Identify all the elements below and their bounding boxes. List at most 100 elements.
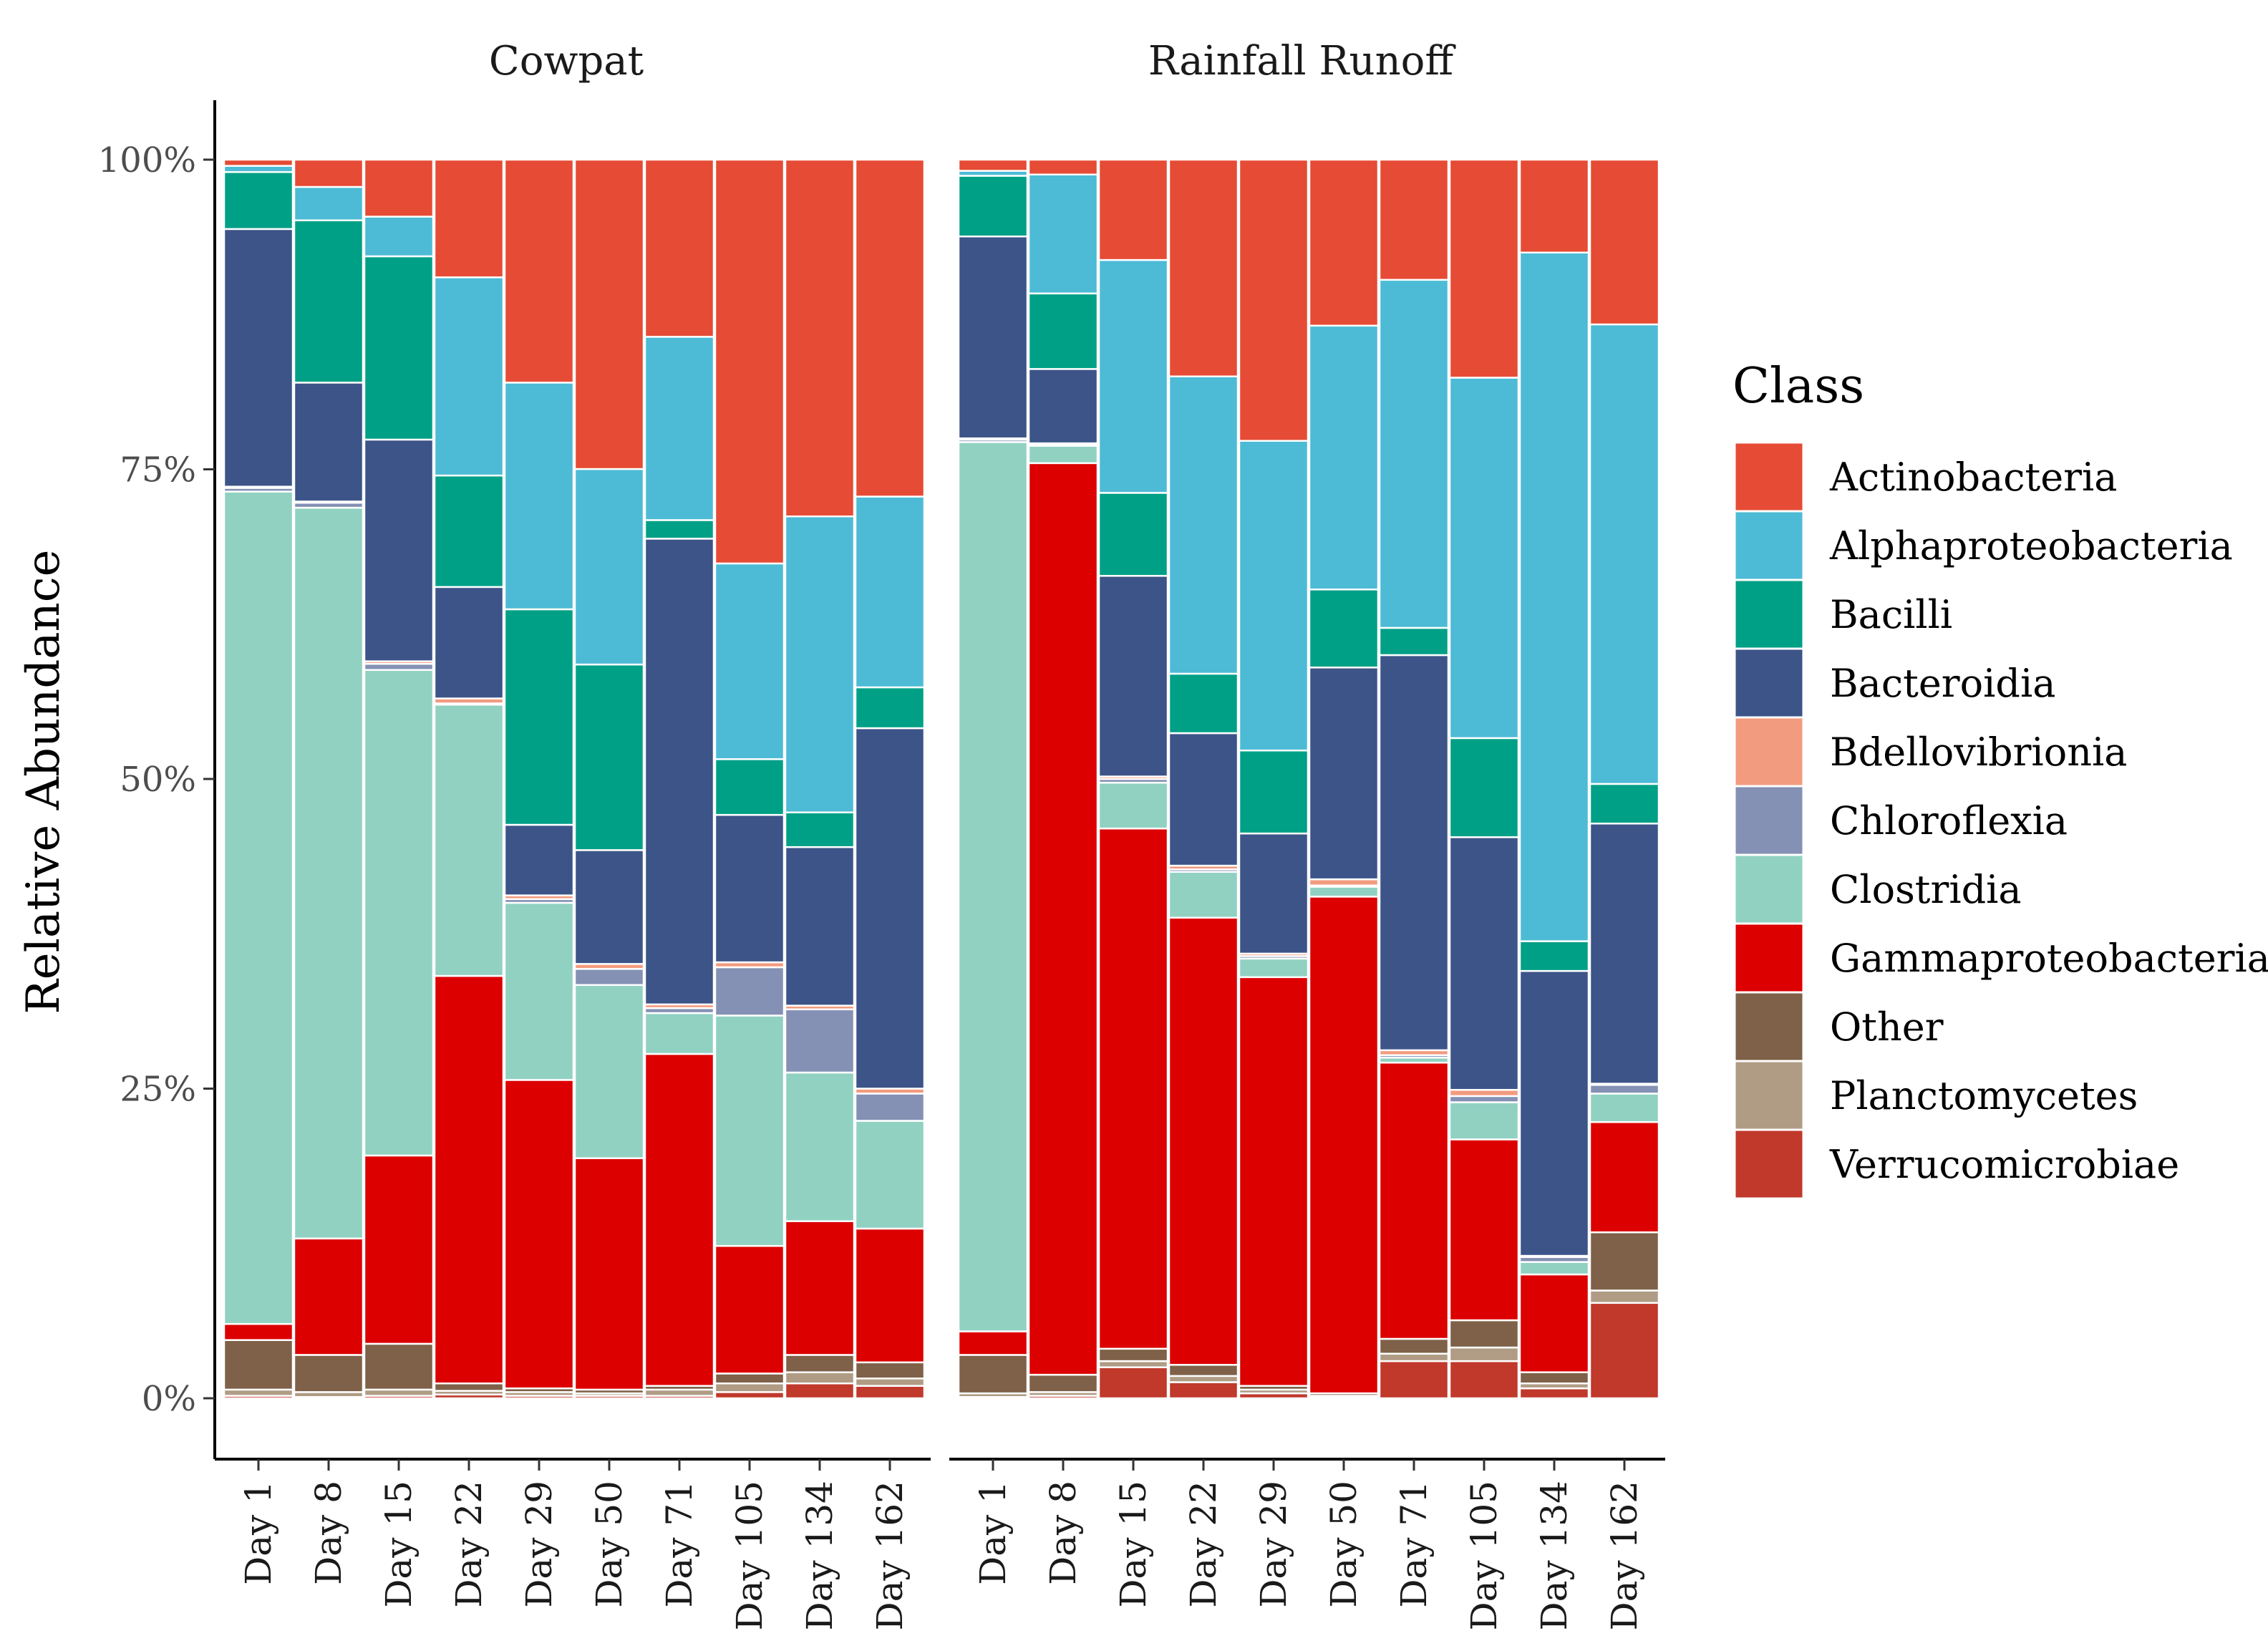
bar-segment-clostridia <box>293 506 364 1240</box>
bar-segment-bacilli <box>573 663 645 851</box>
bar-segment-bacilli <box>957 175 1029 238</box>
bar-segment-other <box>293 1354 364 1393</box>
bar-segment-actinobacteria <box>1308 158 1380 327</box>
bar-segment-bacilli <box>1097 492 1169 577</box>
bar-segment-planctomycetes <box>784 1371 856 1385</box>
bar-segment-bacteroidia <box>1518 969 1590 1257</box>
bar-segment-bacilli <box>1378 626 1450 657</box>
bar-segment-alphaproteobacteria <box>363 216 435 258</box>
bar-segment-clostridia <box>363 669 435 1157</box>
bar-segment-alphaproteobacteria <box>1027 173 1099 295</box>
x-tick-label: Day 15 <box>1113 1481 1154 1608</box>
bar-segment-planctomycetes <box>714 1382 785 1393</box>
bar-segment-clostridia <box>854 1120 926 1230</box>
bar-segment-planctomycetes <box>854 1378 926 1387</box>
bar-segment-clostridia <box>1518 1261 1590 1276</box>
bar-segment-verrucomicrobiae <box>784 1382 856 1400</box>
bar-segment-clostridia <box>644 1012 715 1055</box>
bar-segment-actinobacteria <box>1238 158 1309 442</box>
bar-segment-verrucomicrobiae <box>1448 1360 1520 1400</box>
bar-segment-gammaproteobacteria <box>1378 1061 1450 1340</box>
x-tick-label: Day 50 <box>588 1481 630 1608</box>
legend-label: Bdellovibrionia <box>1830 730 2127 775</box>
bar-segment-verrucomicrobiae <box>1168 1381 1239 1400</box>
bar-segment-clostridia <box>957 441 1029 1332</box>
bar-segment-chloroflexia <box>573 968 645 987</box>
bar-segment-clostridia <box>573 984 645 1159</box>
bar-segment-chloroflexia <box>1448 1095 1520 1103</box>
bar-segment-clostridia <box>433 703 505 977</box>
x-tick-label: Day 1 <box>238 1481 279 1585</box>
bar-segment-gammaproteobacteria <box>957 1330 1029 1356</box>
bar-segment-actinobacteria <box>1168 158 1239 377</box>
y-tick-label: 0% <box>142 1379 196 1419</box>
bar-segment-alphaproteobacteria <box>293 185 364 222</box>
bar-segment-clostridia <box>714 1015 785 1247</box>
bar-segment-planctomycetes <box>363 1388 435 1397</box>
legend-key <box>1733 1128 1805 1200</box>
bar-segment-alphaproteobacteria <box>1168 375 1239 675</box>
bar-segment-other <box>1518 1371 1590 1385</box>
bar-segment-bacteroidia <box>1168 732 1239 867</box>
bar-segment-gammaproteobacteria <box>1097 827 1169 1350</box>
bar-segment-verrucomicrobiae <box>1589 1302 1660 1400</box>
legend-label: Bacilli <box>1830 592 1952 637</box>
bar-segment-alphaproteobacteria <box>1448 377 1520 740</box>
bar-segment-alphaproteobacteria <box>503 382 575 611</box>
bar-segment-verrucomicrobiae <box>1097 1366 1169 1400</box>
bar-segment-verrucomicrobiae <box>714 1391 785 1400</box>
bar-segment-clostridia <box>1238 957 1309 979</box>
bar-segment-gammaproteobacteria <box>1589 1120 1660 1234</box>
x-tick-label: Day 8 <box>1042 1481 1084 1585</box>
legend-label: Planctomycetes <box>1830 1073 2138 1118</box>
bar-segment-bacteroidia <box>503 823 575 896</box>
x-tick-label: Day 134 <box>799 1481 840 1630</box>
bar-segment-bacteroidia <box>644 538 715 1006</box>
facet-title: Rainfall Runoff <box>1148 38 1457 84</box>
facet-titles: Cowpat Rainfall Runoff <box>489 38 1457 84</box>
bar-segment-clostridia <box>1308 886 1380 898</box>
bar-segment-bacilli <box>1308 589 1380 669</box>
bar-segment-chloroflexia <box>854 1093 926 1122</box>
bar-segment-bacilli <box>293 219 364 384</box>
legend-label: Other <box>1830 1004 1944 1050</box>
bar-segment-verrucomicrobiae <box>1518 1387 1590 1400</box>
legend-key <box>1733 647 1805 719</box>
bar-segment-bacteroidia <box>1308 667 1380 881</box>
bar-segment-bacteroidia <box>1378 654 1450 1052</box>
y-axis-title: Relative Abundance <box>17 550 70 1015</box>
x-tick-label: Day 105 <box>1463 1481 1505 1630</box>
bar-segment-planctomycetes <box>1168 1375 1239 1383</box>
bar-segment-bacteroidia <box>1589 823 1660 1085</box>
x-tick-label: Day 162 <box>1604 1481 1645 1630</box>
bar-segment-bacilli <box>714 758 785 816</box>
bar-segment-gammaproteobacteria <box>1518 1273 1590 1373</box>
bar-segment-gammaproteobacteria <box>503 1079 575 1390</box>
legend-label: Bacteroidia <box>1830 661 2055 706</box>
bar-segment-bacilli <box>503 608 575 826</box>
bar-segment-clostridia <box>1027 445 1099 465</box>
bar-segment-bacteroidia <box>957 236 1029 440</box>
bar-segment-bacteroidia <box>223 228 294 488</box>
x-tick-label: Day 8 <box>308 1481 349 1585</box>
legend-key <box>1733 716 1805 788</box>
bar-segment-bacilli <box>1518 940 1590 972</box>
panel-rainfall-runoff <box>957 158 1660 1400</box>
bar-segment-alphaproteobacteria <box>573 468 645 666</box>
bar-segment-alphaproteobacteria <box>784 515 856 813</box>
bar-segment-bacilli <box>223 171 294 231</box>
bar-segment-other <box>1589 1231 1660 1292</box>
bar-segment-bacilli <box>1448 737 1520 838</box>
y-tick-label: 100% <box>98 140 196 180</box>
bar-segment-actinobacteria <box>644 158 715 338</box>
bar-segment-bacilli <box>854 686 926 730</box>
bar-segment-bacteroidia <box>854 727 926 1090</box>
legend-label: Actinobacteria <box>1829 455 2117 500</box>
bar-segment-clostridia <box>1097 781 1169 830</box>
bar-segment-bacteroidia <box>1097 575 1169 778</box>
bar-segment-other <box>223 1339 294 1391</box>
bar-segment-other <box>714 1372 785 1385</box>
bar-segment-planctomycetes <box>1378 1352 1450 1362</box>
x-tick-label: Day 29 <box>518 1481 560 1608</box>
facet-title: Cowpat <box>489 38 644 84</box>
